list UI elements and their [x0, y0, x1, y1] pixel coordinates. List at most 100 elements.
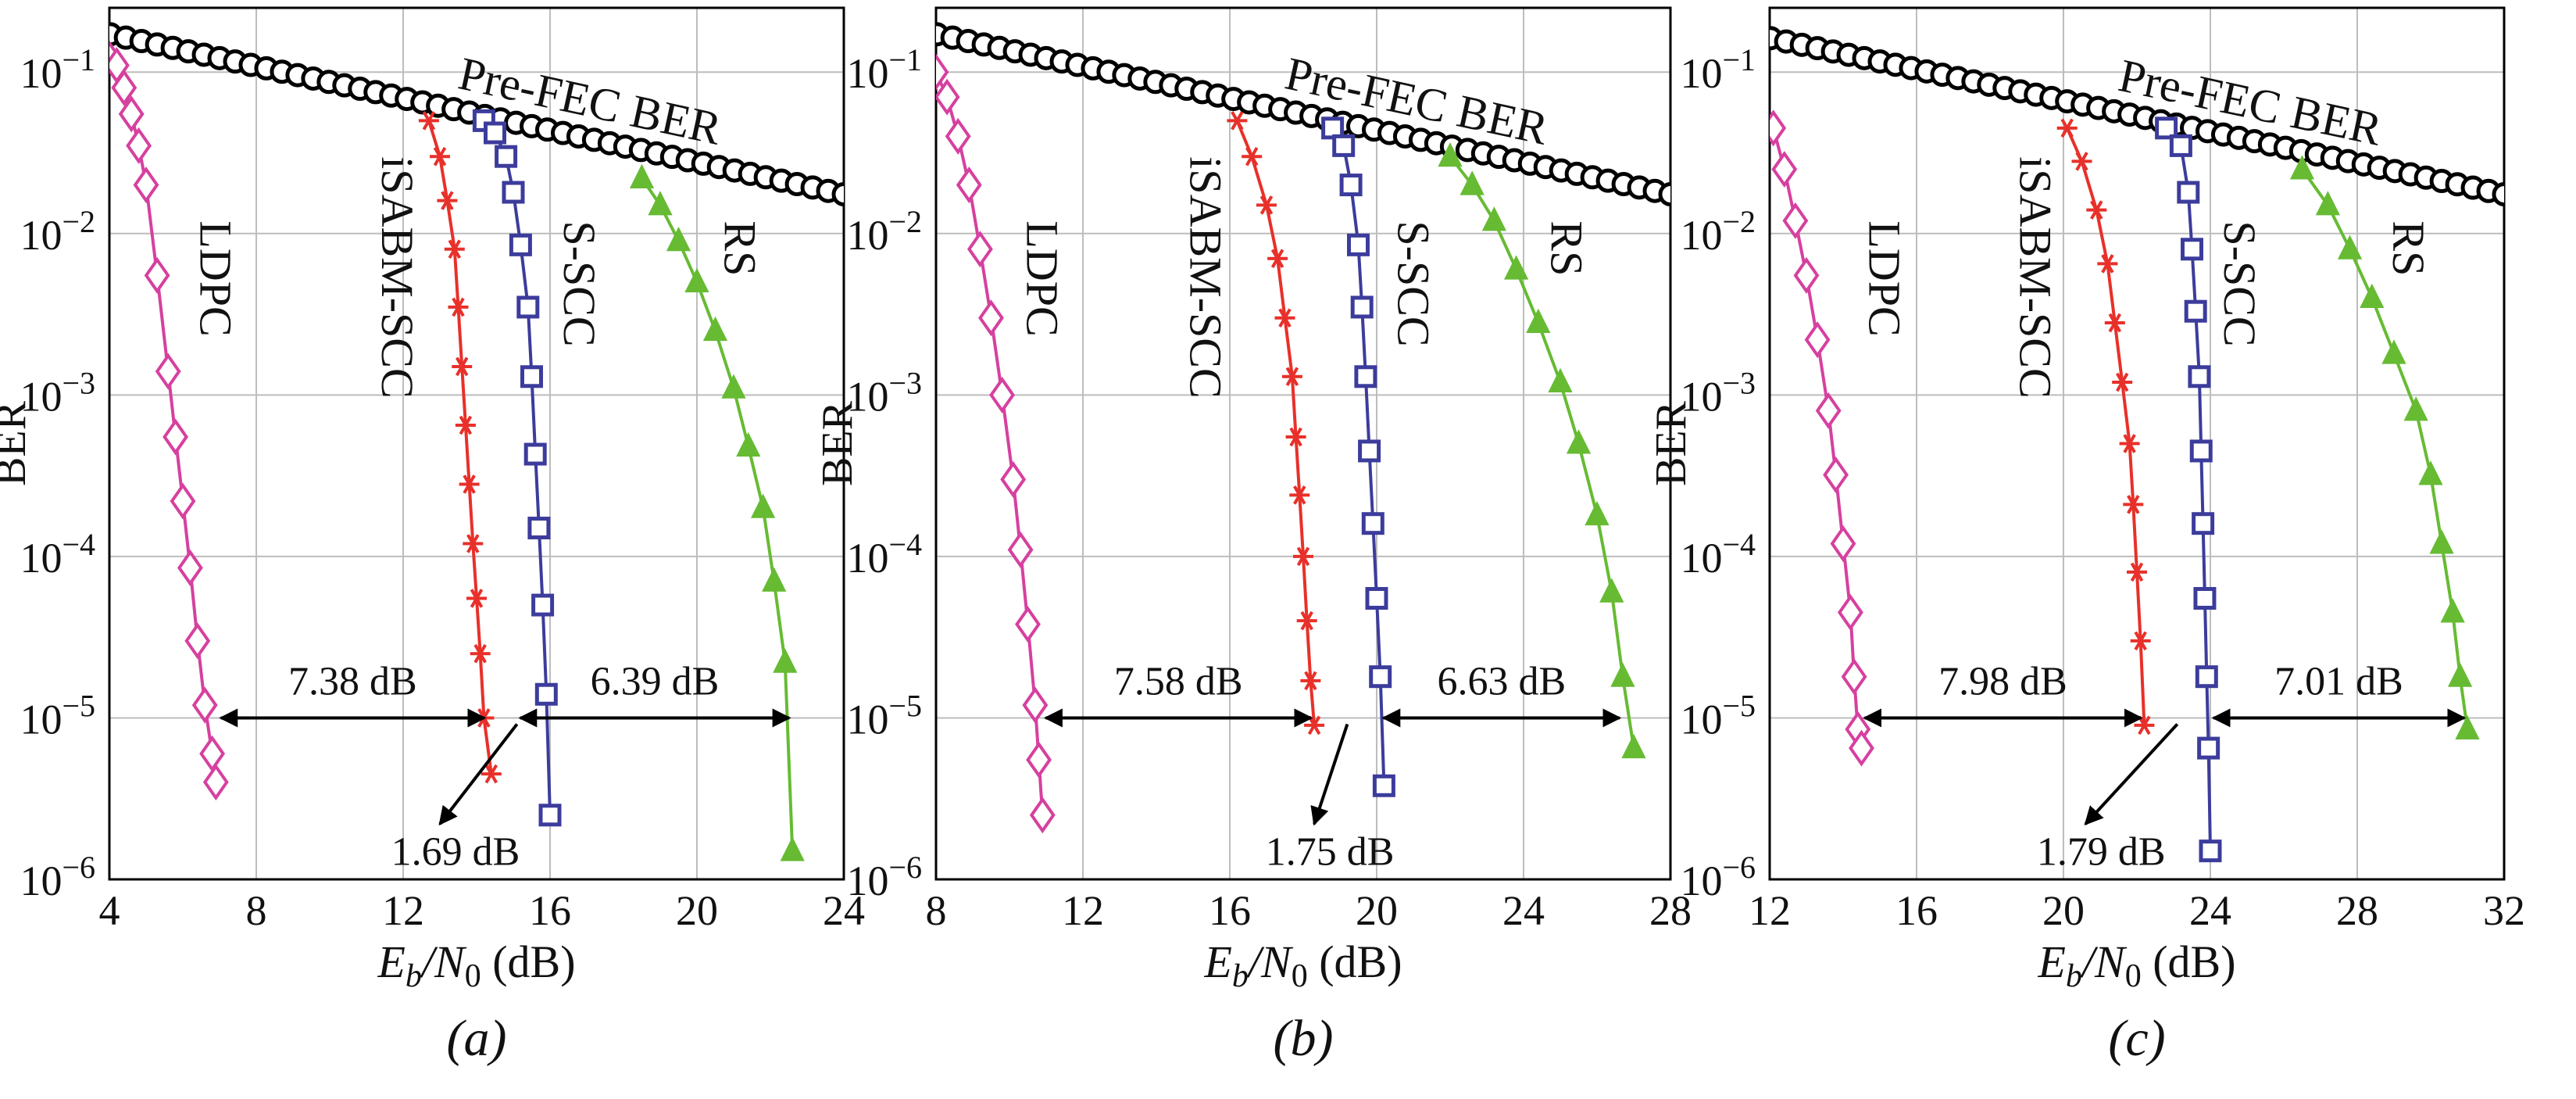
x-tick-label: 24	[2189, 887, 2231, 934]
y-tick-label: 10−6	[1680, 850, 1756, 904]
ldpc-point	[1015, 606, 1041, 643]
isabm-point	[1267, 249, 1288, 269]
x-tick-label: 32	[2483, 887, 2525, 934]
ldpc-point	[1837, 594, 1863, 631]
x-tick-label: 24	[1502, 887, 1545, 934]
rs-point	[1566, 429, 1592, 454]
ldpc-point	[1000, 460, 1027, 498]
rs-point	[2447, 662, 2473, 687]
y-tick-label: 10−2	[846, 204, 922, 259]
plot-area	[109, 22, 844, 861]
series-sscc	[2155, 116, 2222, 863]
gridlines	[935, 8, 1671, 880]
rs-point	[2440, 598, 2465, 623]
y-tick-label: 10−3	[20, 365, 95, 420]
sscc-point	[2177, 181, 2200, 204]
rs-point	[684, 267, 709, 292]
sscc-point	[1332, 134, 1356, 157]
y-tick-label: 10−1	[846, 42, 922, 97]
x-tick-label: 24	[823, 887, 865, 934]
sscc-point	[2189, 439, 2213, 463]
isabm-point	[459, 474, 480, 494]
ldpc-point	[170, 482, 196, 520]
rs-point	[2429, 529, 2454, 554]
ldpc-point	[177, 549, 203, 586]
sscc-point	[527, 517, 551, 540]
x-tick-label: 12	[1749, 887, 1791, 934]
sscc-point	[2181, 238, 2203, 261]
sscc-point	[1369, 665, 1392, 689]
isabm-point	[1296, 610, 1317, 631]
sscc-label: S-SCC	[1388, 220, 1438, 346]
y-tick-label: 10−1	[1680, 42, 1756, 97]
rs-point	[2337, 234, 2363, 260]
sscc-point	[516, 295, 540, 319]
x-tick-label: 12	[1062, 887, 1104, 934]
ldpc-point	[1841, 658, 1867, 696]
prefec-point	[1658, 182, 1670, 207]
ldpc-point	[1823, 456, 1849, 494]
rs-point	[762, 567, 787, 592]
isabm-point	[2112, 372, 2133, 392]
sscc-point	[520, 365, 543, 388]
prefec-point	[831, 182, 844, 207]
ldpc-point	[1771, 151, 1798, 188]
y-tick-label: 10−3	[846, 365, 922, 420]
rs-point	[1610, 662, 1635, 687]
panel-caption: (a)	[447, 1010, 507, 1067]
sscc-point	[502, 181, 525, 204]
y-axis-label: BER	[813, 400, 862, 486]
rs-point	[702, 316, 728, 342]
ldpc-point	[1782, 202, 1809, 239]
x-tick-label: 20	[1356, 887, 1398, 934]
sscc-point	[2199, 839, 2222, 863]
isabm-point	[1256, 195, 1277, 215]
gap-left-label: 7.58 dB	[1114, 659, 1243, 703]
series-isabm	[2056, 118, 2155, 736]
y-tick-label: 10−6	[20, 850, 95, 904]
series-sscc	[1321, 116, 1395, 797]
isabm-point	[466, 589, 487, 608]
x-tick-label: 20	[2042, 887, 2085, 934]
sscc-point	[2197, 736, 2221, 760]
isabm-point	[2071, 152, 2092, 171]
rs-point	[1585, 500, 1610, 526]
x-tick-label: 8	[926, 887, 947, 934]
isabm-point	[455, 415, 476, 435]
x-tick-label: 16	[529, 887, 571, 934]
isabm-point	[2086, 200, 2107, 220]
sscc-point	[1347, 233, 1370, 256]
ldpc-point	[1793, 256, 1820, 294]
rs-point	[2381, 339, 2406, 364]
series-prefec	[1770, 26, 2504, 207]
isabm-line	[2065, 127, 2146, 725]
series-rs	[629, 163, 805, 861]
sscc-point	[2188, 365, 2211, 388]
isabm-point	[470, 643, 491, 664]
isabm-point	[1227, 111, 1248, 131]
sscc-point	[538, 804, 562, 827]
sscc-point	[1358, 439, 1381, 463]
x-tick-label: 8	[246, 887, 267, 934]
ldpc-point	[126, 127, 152, 164]
isabm-point	[1285, 427, 1306, 447]
ldpc-point	[966, 231, 993, 268]
series-sscc	[472, 109, 562, 827]
gap-arrow-small	[438, 723, 519, 826]
ldpc-label: LDPC	[1860, 220, 1910, 336]
isabm-point	[437, 191, 458, 210]
sscc-point	[531, 593, 555, 617]
rs-point	[736, 431, 761, 457]
isabm-label: iSABM-SCC	[372, 156, 423, 398]
rs-point	[1621, 733, 1646, 759]
rs-label: RS	[1541, 220, 1592, 276]
rs-point	[773, 648, 798, 673]
ldpc-point	[1770, 109, 1787, 147]
isabm-line	[427, 120, 493, 775]
sscc-point	[534, 682, 558, 706]
ldpc-point	[155, 353, 181, 390]
isabm-point	[1300, 671, 1321, 691]
ldpc-point	[945, 117, 971, 155]
sscc-point	[484, 121, 506, 145]
sscc-point	[1365, 587, 1388, 610]
